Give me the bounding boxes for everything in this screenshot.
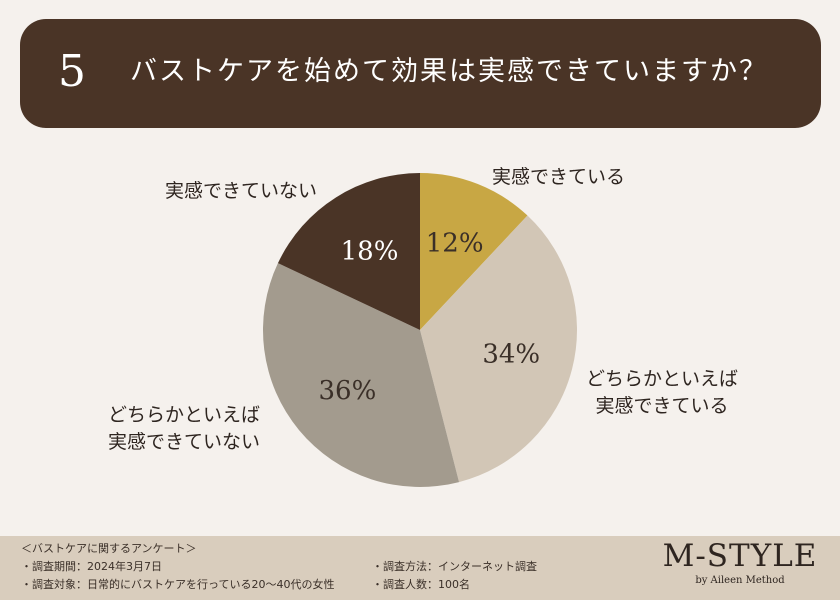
slice-label-unsatisfied: 実感できていない: [165, 180, 318, 202]
pie-slice-somewhat-satisfied: [420, 215, 577, 483]
question-number: 5: [58, 46, 86, 97]
pie-value-somewhat-satisfied: 34%: [482, 339, 540, 369]
survey-method: ・調査方法：インターネット調査: [372, 560, 537, 573]
survey-count: ・調査人数：100名: [372, 578, 470, 591]
survey-period: ・調査期間：2024年3月7日: [21, 560, 162, 573]
pie-value-somewhat-unsatisfied: 36%: [319, 376, 377, 406]
question-title: バストケアを始めて効果は実感できていますか？: [130, 56, 768, 87]
survey-target: ・調査対象：日常的にバストケアを行っている20〜40代の女性: [21, 578, 335, 591]
brand-subtitle: by Aileen Method: [695, 575, 785, 586]
slice-label-somewhat-satisfied-line1: どちらかといえば: [586, 368, 739, 390]
slice-label-somewhat-satisfied: どちらかといえば 実感できている: [586, 366, 738, 420]
brand-logo: M-STYLE: [662, 538, 818, 574]
pie-slice-somewhat-unsatisfied: [263, 263, 460, 488]
survey-heading: ＜バストケアに関するアンケート＞: [21, 542, 197, 555]
pie-slice-satisfied: [420, 173, 528, 330]
pie-value-satisfied: 12%: [426, 228, 484, 258]
slice-label-satisfied: 実感できている: [492, 166, 626, 188]
question-header: [20, 19, 821, 128]
slice-label-somewhat-satisfied-line2: 実感できている: [595, 395, 729, 417]
slice-label-somewhat-unsatisfied: どちらかといえば 実感できていない: [108, 402, 260, 456]
slice-label-somewhat-unsatisfied-line2: 実感できていない: [108, 431, 261, 453]
pie-value-unsatisfied: 18%: [341, 236, 399, 266]
pie-slice-unsatisfied: [277, 173, 420, 330]
survey-footer: [0, 536, 840, 600]
slice-label-somewhat-unsatisfied-line1: どちらかといえば: [108, 404, 261, 426]
